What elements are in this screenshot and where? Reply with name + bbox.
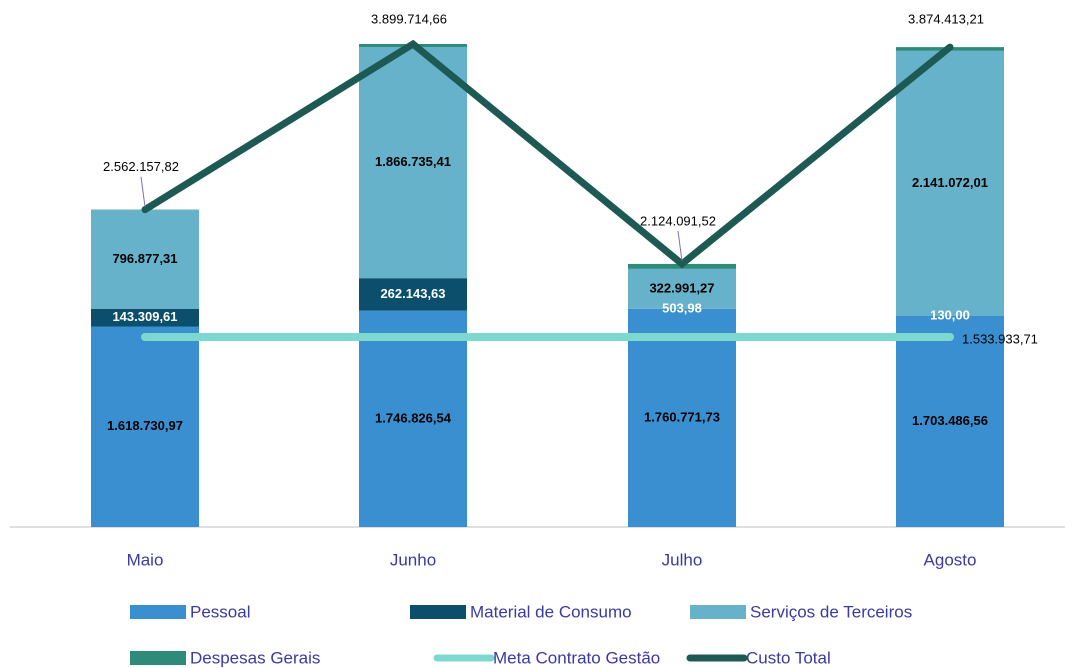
legend-swatch	[130, 605, 186, 619]
data-label: 1.746.826,54	[375, 410, 452, 425]
data-label: 3.899.714,66	[371, 11, 447, 26]
bar-segment	[91, 308, 199, 327]
legend-label: Despesas Gerais	[190, 648, 320, 667]
bar-segment	[91, 210, 199, 309]
data-label: 130,00	[930, 307, 970, 322]
legend-label: Pessoal	[190, 602, 250, 621]
bar-segment	[359, 46, 467, 279]
bar-segment	[91, 326, 199, 527]
data-label: 1.760.771,73	[644, 409, 720, 424]
bar-segment	[896, 50, 1004, 316]
x-tick-label: Junho	[390, 550, 436, 569]
legend-swatch	[410, 605, 466, 619]
legend-label: Serviços de Terceiros	[750, 602, 912, 621]
legend-label: Meta Contrato Gestão	[493, 648, 660, 667]
x-tick-label: Maio	[127, 550, 164, 569]
legend-swatch	[690, 605, 746, 619]
data-label: 143.309,61	[112, 309, 177, 324]
legend-swatch	[130, 651, 186, 665]
line-series	[141, 39, 954, 269]
bar-segment	[359, 310, 467, 527]
bar-segment	[896, 316, 1004, 527]
data-label: 796.877,31	[112, 251, 177, 266]
bar-segment	[628, 268, 736, 309]
data-label: 1.618.730,97	[107, 418, 183, 433]
data-label: 2.141.072,01	[912, 175, 988, 190]
bar-segment	[359, 278, 467, 311]
data-label: 322.991,27	[649, 280, 714, 295]
data-label: 1.533.933,71	[962, 331, 1038, 346]
data-label: 2.562.157,82	[103, 159, 179, 174]
data-label: 503,98	[662, 300, 702, 315]
leader-line	[677, 230, 683, 261]
data-label: 2.124.091,52	[640, 213, 716, 228]
data-label: 1.703.486,56	[912, 413, 988, 428]
x-tick-label: Agosto	[924, 550, 977, 569]
bar-segment	[628, 308, 736, 527]
data-label: 262.143,63	[380, 286, 445, 301]
data-label: 1.866.735,41	[375, 154, 451, 169]
data-label: 3.874.413,21	[908, 11, 984, 26]
leader-line	[140, 176, 146, 207]
legend-label: Custo Total	[746, 648, 831, 667]
legend-label: Material de Consumo	[470, 602, 632, 621]
x-tick-label: Julho	[662, 550, 703, 569]
